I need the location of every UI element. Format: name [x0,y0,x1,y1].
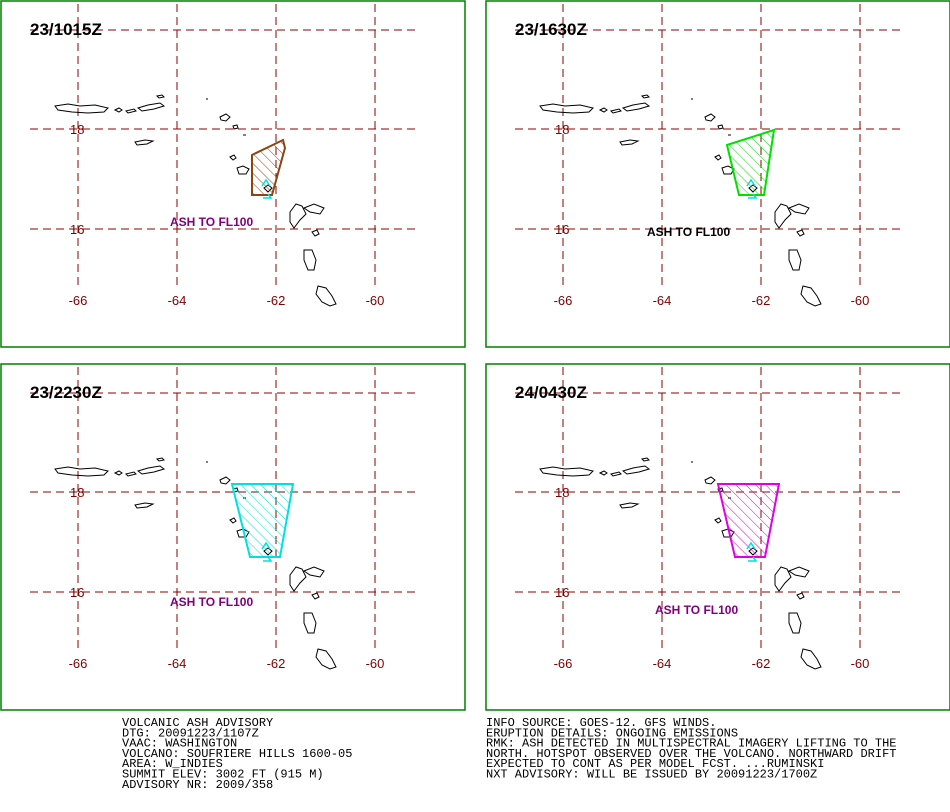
longitude-label: -62 [752,656,771,671]
coastline [54,94,337,307]
latitude-label: 18 [70,485,84,500]
longitude-label: -62 [752,293,771,308]
panel: 24/0430Z 18 16 -66 -64 -62 -60 ASH TO FL100 [485,363,950,711]
ash-label: ASH TO FL100 [647,225,730,239]
longitude-label: -66 [69,656,88,671]
advisory-line: SUMMIT ELEV: 3002 FT (915 M) [122,768,324,782]
volcano-marker [746,541,758,562]
advisory-line: VOLCANO: SOUFRIERE HILLS 1600-05 [122,747,352,761]
advisory-line: ERUPTION DETAILS: ONGOING EMISSIONS [486,726,738,740]
valid-time: 23/1630Z [515,20,587,39]
valid-time: 24/0430Z [515,383,587,402]
advisory-line: ADVISORY NR: 2009/358 [122,778,273,792]
advisory-line: INFO SOURCE: GOES-12. GFS WINDS. [486,716,716,730]
longitude-label: -60 [366,293,385,308]
advisory-line: RMK: ASH DETECTED IN MULTISPECTRAL IMAGE… [486,737,896,751]
panel: 23/1630Z 18 16 -66 -64 -62 -60 ASH TO FL100 [485,0,950,348]
panel-frame [485,363,950,711]
longitude-label: -66 [554,656,573,671]
volcano-marker [746,178,758,199]
latitude-label: 18 [555,122,569,137]
longitude-label: -66 [69,293,88,308]
ash-label: ASH TO FL100 [655,603,738,617]
advisory-line: AREA: W_INDIES [122,757,223,771]
panel: 23/2230Z 18 16 -66 -64 -62 -60 ASH TO FL100 [0,363,466,711]
latitude-label: 16 [555,585,569,600]
longitude-label: -64 [168,293,187,308]
advisory-line: VAAC: WASHINGTON [122,737,237,751]
advisory-line: EXPECTED TO CONT AS PER MODEL FCST. ...R… [486,757,824,771]
volcano-marker [261,178,273,199]
valid-time: 23/1015Z [30,20,102,39]
latitude-label: 16 [555,222,569,237]
longitude-label: -62 [267,656,286,671]
advisory-line: NORTH. HOTSPOT OBSERVED OVER THE VOLCANO… [486,747,896,761]
coastline [539,94,822,307]
longitude-label: -60 [851,656,870,671]
ash-area [716,483,781,558]
longitude-label: -64 [168,656,187,671]
longitude-label: -62 [267,293,286,308]
ash-area [725,128,776,196]
advisory-line: DTG: 20091223/1107Z [122,726,259,740]
latitude-label: 18 [70,122,84,137]
panel-frame [0,363,466,711]
latitude-label: 16 [70,585,84,600]
longitude-label: -60 [851,293,870,308]
longitude-label: -60 [366,656,385,671]
ash-area [251,138,287,196]
coastline [54,457,337,670]
longitude-label: -64 [653,656,672,671]
volcano-marker [261,541,273,562]
ash-label: ASH TO FL100 [170,595,253,609]
valid-time: 23/2230Z [30,383,102,402]
ash-area [230,483,295,558]
latitude-label: 18 [555,485,569,500]
panel: 23/1015Z 18 16 -66 -64 -62 -60 ASH TO FL100 [0,0,466,348]
advisory-line: NXT ADVISORY: WILL BE ISSUED BY 20091223… [486,768,817,782]
ash-label: ASH TO FL100 [170,215,253,229]
longitude-label: -66 [554,293,573,308]
panel-frame [0,0,466,348]
advisory-line: VOLCANIC ASH ADVISORY [122,716,273,730]
panel-frame [485,0,950,348]
latitude-label: 16 [70,222,84,237]
longitude-label: -64 [653,293,672,308]
